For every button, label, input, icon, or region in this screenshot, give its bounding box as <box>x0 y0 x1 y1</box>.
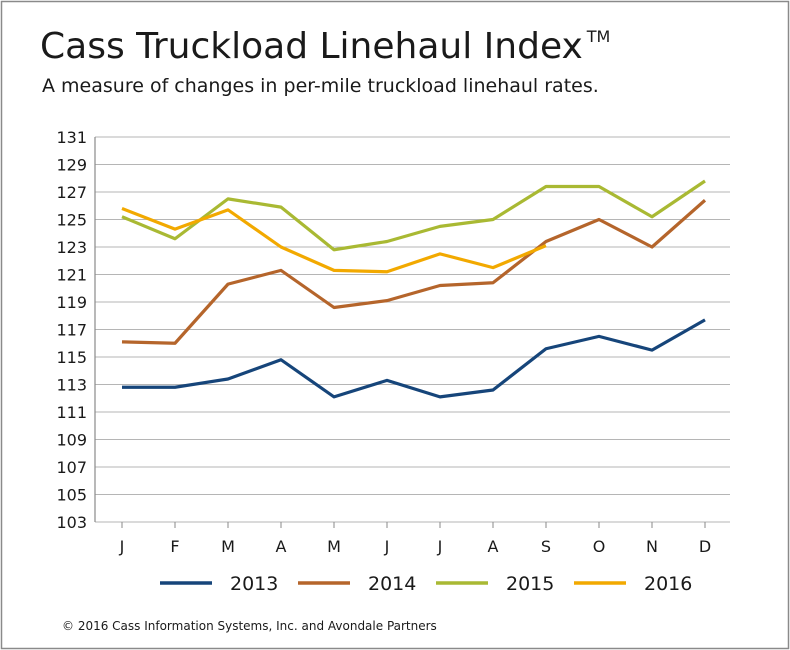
y-tick-label: 129 <box>56 156 87 175</box>
legend-label: 2015 <box>506 573 554 595</box>
trademark: TM <box>586 27 611 46</box>
series-line <box>121 179 706 252</box>
title-text: Cass Truckload Linehaul Index <box>40 26 583 67</box>
y-tick-label: 111 <box>56 403 87 422</box>
y-tick-label: 127 <box>56 183 87 202</box>
y-tick-label: 115 <box>56 348 87 367</box>
chart-subtitle: A measure of changes in per-mile trucklo… <box>42 75 599 97</box>
y-tick-label: 113 <box>56 376 87 395</box>
x-tick-label: M <box>221 537 235 556</box>
y-tick-label: 119 <box>56 293 87 312</box>
x-tick-label: N <box>646 537 658 556</box>
legend-label: 2016 <box>644 573 692 595</box>
y-tick-label: 107 <box>56 458 87 477</box>
x-tick-label: A <box>488 537 499 556</box>
x-tick-label: J <box>119 537 125 556</box>
y-tick-label: 117 <box>56 321 87 340</box>
x-tick-label: M <box>327 537 341 556</box>
x-tick-label: J <box>437 537 443 556</box>
y-tick-label: 131 <box>56 128 87 147</box>
x-tick-label: D <box>699 537 711 556</box>
series-line <box>121 207 547 274</box>
chart-title: Cass Truckload Linehaul Index TM <box>40 26 610 67</box>
series-line <box>121 199 707 345</box>
series-line <box>122 318 706 399</box>
legend-label: 2013 <box>230 573 278 595</box>
x-tick-label: J <box>384 537 390 556</box>
footnote: © 2016 Cass Information Systems, Inc. an… <box>62 619 437 633</box>
x-tick-label: S <box>541 537 551 556</box>
y-tick-label: 125 <box>56 211 87 230</box>
y-tick-label: 121 <box>56 266 87 285</box>
legend-label: 2014 <box>368 573 416 595</box>
x-tick-label: A <box>276 537 287 556</box>
x-tick-label: O <box>593 537 606 556</box>
y-tick-label: 105 <box>56 486 87 505</box>
y-tick-label: 109 <box>56 431 87 450</box>
x-tick-label: F <box>170 537 179 556</box>
y-tick-label: 123 <box>56 238 87 257</box>
y-tick-label: 103 <box>56 513 87 532</box>
